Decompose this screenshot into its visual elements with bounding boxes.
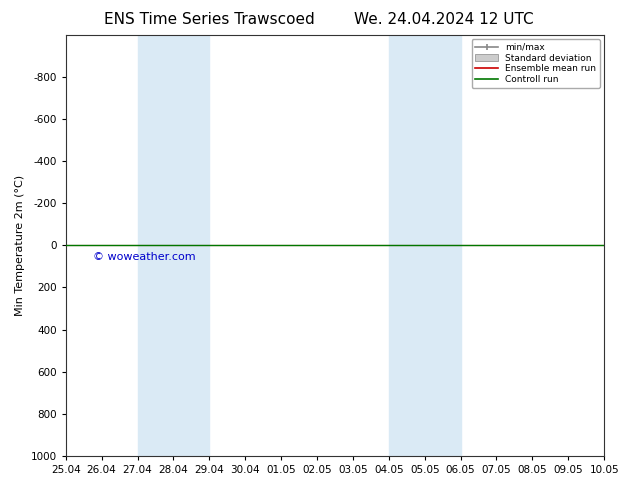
- Text: ENS Time Series Trawscoed: ENS Time Series Trawscoed: [104, 12, 314, 27]
- Bar: [389, 35, 460, 456]
- Text: © woweather.com: © woweather.com: [93, 251, 195, 262]
- Y-axis label: Min Temperature 2m (°C): Min Temperature 2m (°C): [15, 175, 25, 316]
- Text: We. 24.04.2024 12 UTC: We. 24.04.2024 12 UTC: [354, 12, 534, 27]
- Legend: min/max, Standard deviation, Ensemble mean run, Controll run: min/max, Standard deviation, Ensemble me…: [472, 39, 600, 88]
- Bar: [138, 35, 209, 456]
